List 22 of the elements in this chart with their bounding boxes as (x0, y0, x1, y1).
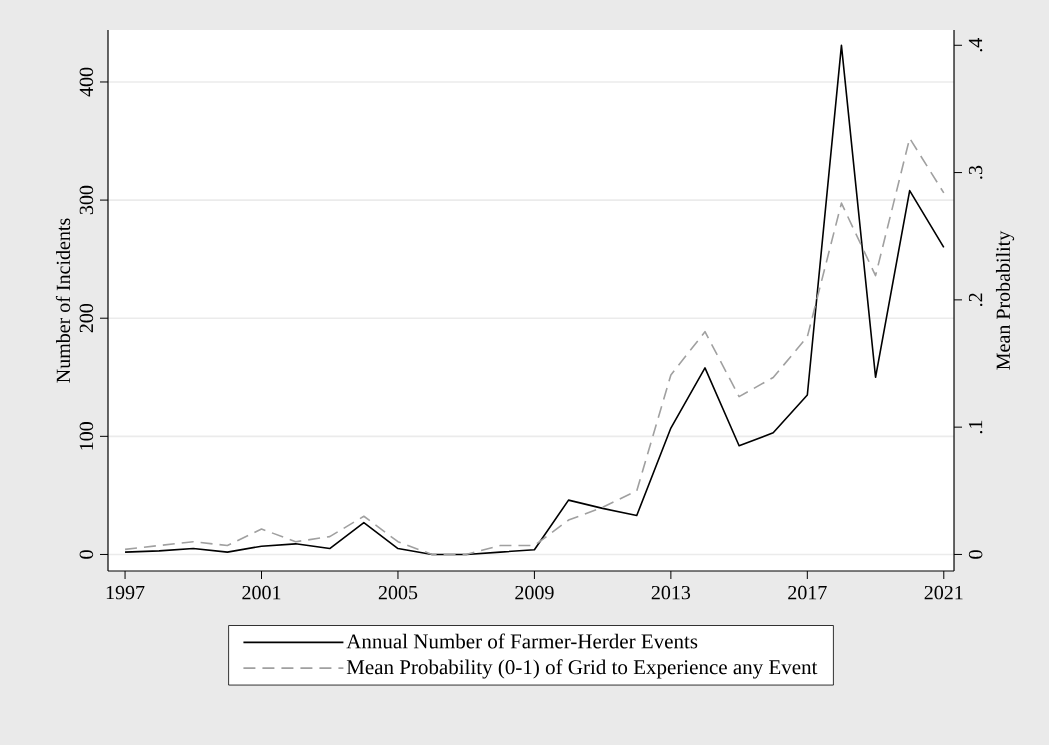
y2-tick-label: .3 (968, 165, 983, 179)
x-tick-label: 2013 (651, 585, 691, 600)
legend-label: Mean Probability (0-1) of Grid to Experience any Event (346, 659, 818, 679)
y2-tick-label: .1 (968, 420, 983, 434)
y-tick-label: 300 (79, 185, 94, 215)
y-tick-label: 400 (79, 67, 94, 97)
y2-tick-label: .4 (968, 38, 983, 52)
y-tick-label: 200 (79, 303, 94, 333)
line-series (124, 44, 945, 556)
y2-tick-label: .2 (968, 293, 983, 307)
y2-tick-label: 0 (968, 550, 983, 559)
y-axis-title: Number of Incidents (55, 218, 71, 383)
x-tick-label: 2021 (924, 585, 963, 600)
y-tick-label: 100 (79, 422, 94, 450)
x-tick-label: 2009 (515, 585, 554, 600)
y2-axis-title: Mean Probability (995, 230, 1015, 370)
x-tick-label: 2017 (788, 585, 827, 600)
x-tick-label: 1997 (106, 585, 145, 600)
x-tick-label: 2005 (378, 585, 418, 600)
y-tick-label: 0 (79, 550, 94, 559)
x-tick-label: 2001 (242, 585, 281, 600)
legend-label: Annual Number of Farmer-Herder Events (346, 633, 698, 649)
